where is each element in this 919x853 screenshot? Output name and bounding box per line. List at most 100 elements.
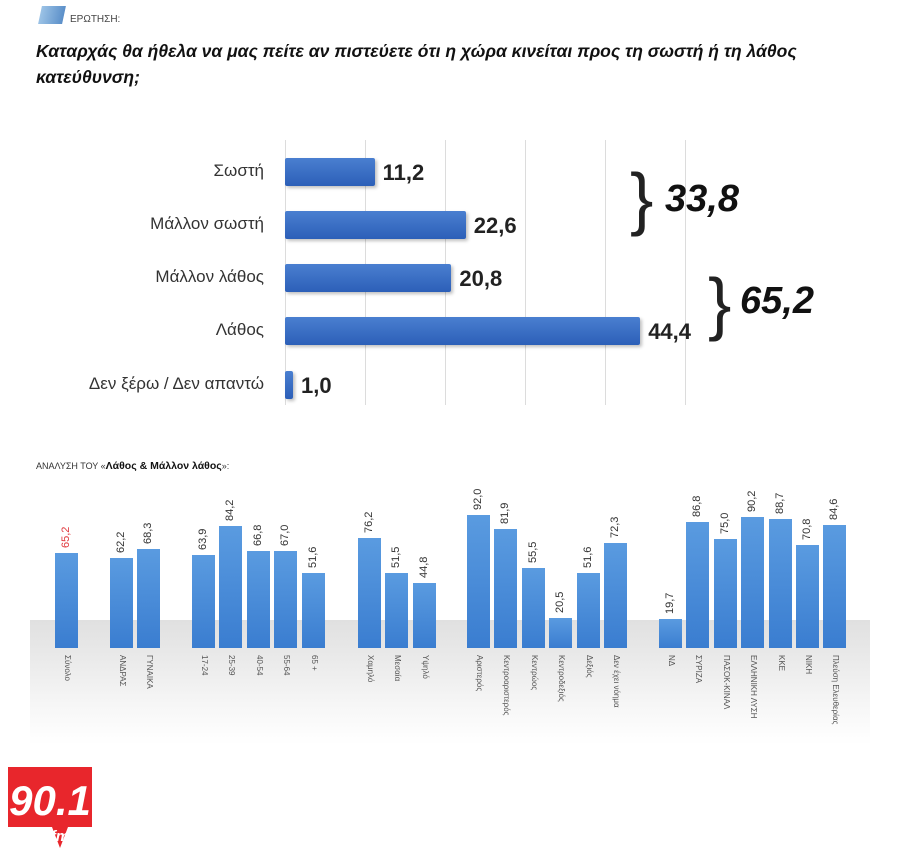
value-label: 76,2 <box>363 511 375 533</box>
category-label: 17-24 <box>200 655 209 676</box>
bar <box>246 551 270 648</box>
gridline <box>605 140 606 405</box>
value-label: 44,4 <box>648 319 692 344</box>
category-label: 65 + <box>309 655 319 671</box>
subtitle-prefix: ΑΝΑΛΥΣΗ ΤΟΥ « <box>36 461 106 471</box>
gridline <box>685 140 686 405</box>
category-label: Αριστερός <box>475 655 484 692</box>
value-label: 84,2 <box>224 499 237 521</box>
bar <box>604 543 627 648</box>
value-label: 63,9 <box>197 528 209 551</box>
value-label: 75,0 <box>718 512 731 535</box>
category-label: ΑΝΔΡΑΣ <box>118 655 127 687</box>
bar <box>219 525 243 648</box>
value-label: 92,0 <box>472 488 484 510</box>
value-label: 55,5 <box>526 541 539 563</box>
category-label: 25-39 <box>227 655 237 676</box>
value-label: 88,7 <box>773 492 786 515</box>
category-label: 40-54 <box>254 655 264 676</box>
category-label: Σύνολο <box>63 655 72 681</box>
category-label: ΓΥΝΑΙΚΑ <box>145 655 155 689</box>
bar <box>521 567 545 648</box>
value-label: 68,3 <box>142 522 155 544</box>
radio-logo: 90.1 fm <box>8 767 92 848</box>
total-label: 33,8 <box>665 178 739 220</box>
category-label: ΚΚΕ <box>776 655 786 672</box>
category-label: Σωστή <box>213 161 264 180</box>
bar <box>110 557 133 648</box>
bar <box>358 537 381 648</box>
category-label: Μάλλον σωστή <box>150 214 264 233</box>
question-title: Καταρχάς θα ήθελα να μας πείτε αν πιστεύ… <box>36 41 797 87</box>
bar <box>659 619 682 648</box>
category-label: ΠΑΣΟΚ-ΚΙΝΑΛ <box>721 655 731 710</box>
value-label: 62,2 <box>115 531 127 553</box>
value-label: 70,8 <box>801 518 813 541</box>
bar <box>137 548 161 648</box>
value-label: 66,8 <box>251 524 264 547</box>
bar <box>796 545 819 648</box>
bar <box>285 317 641 345</box>
category-label: Κεντροαριστερός <box>502 655 512 716</box>
bar <box>549 618 573 648</box>
bar <box>274 550 298 648</box>
value-label: 19,7 <box>664 593 676 615</box>
bar <box>285 371 293 399</box>
category-label: Χαμηλό <box>366 655 375 683</box>
value-label: 65,2 <box>60 527 72 549</box>
category-label: Δεξιός <box>584 655 594 678</box>
value-label: 20,5 <box>554 591 567 614</box>
total-label: 65,2 <box>740 280 814 322</box>
bar <box>412 583 436 648</box>
brace-icon: } <box>630 159 654 237</box>
bar <box>285 158 375 186</box>
bar <box>713 539 737 648</box>
subtitle-suffix: »: <box>221 461 230 471</box>
value-label: 51,5 <box>390 546 403 569</box>
value-label: 51,6 <box>306 546 319 569</box>
value-label: 67,0 <box>279 524 292 546</box>
category-label: Κεντρώος <box>529 655 539 691</box>
value-label: 81,9 <box>499 502 512 525</box>
gridline <box>525 140 526 405</box>
bar <box>741 517 765 648</box>
value-label: 72,3 <box>609 516 621 539</box>
bar <box>385 573 409 648</box>
bar <box>494 529 518 648</box>
category-label: 55-64 <box>282 655 292 676</box>
bar <box>192 555 215 648</box>
category-label: Υψηλό <box>420 655 430 679</box>
question-label: ΕΡΩΤΗΣΗ: <box>70 14 121 25</box>
bar <box>823 525 847 648</box>
category-label: Πλεύση Ελευθερίας <box>831 655 841 725</box>
subtitle-bold: Λάθος & Μάλλον λάθος <box>105 460 222 472</box>
category-label: Μεσαία <box>393 655 403 682</box>
category-label: ΕΛΛΗΝΙΚΗ ΛΥΣΗ <box>749 655 759 719</box>
value-label: 22,6 <box>473 213 517 238</box>
bar <box>467 514 490 648</box>
question-marker-icon <box>38 6 66 24</box>
breakdown-subtitle: ΑΝΑΛΥΣΗ ΤΟΥ «Λάθος & Μάλλον λάθος»: <box>36 460 229 472</box>
bar <box>301 573 325 648</box>
bar <box>686 522 710 648</box>
value-label: 86,8 <box>691 495 704 518</box>
value-label: 90,2 <box>746 490 759 513</box>
category-label: ΣΥΡΙΖΑ <box>694 655 704 684</box>
bar <box>768 519 792 648</box>
bar <box>55 553 78 648</box>
value-label: 11,2 <box>382 160 425 185</box>
category-label: Κεντροδεξιός <box>557 655 567 702</box>
value-label: 44,8 <box>417 556 430 579</box>
value-label: 51,6 <box>581 546 594 569</box>
value-label: 20,8 <box>459 266 503 291</box>
category-label: ΝΙΚΗ <box>804 655 813 675</box>
bar <box>285 211 466 239</box>
category-label: Μάλλον λάθος <box>155 267 264 286</box>
category-label: ΝΔ <box>667 655 676 667</box>
logo-fm: fm <box>51 828 69 845</box>
brace-icon: } <box>708 264 732 342</box>
category-label: Λάθος <box>215 320 264 339</box>
category-label: Δεν έχει νόημα <box>612 655 621 708</box>
bar <box>285 264 452 292</box>
